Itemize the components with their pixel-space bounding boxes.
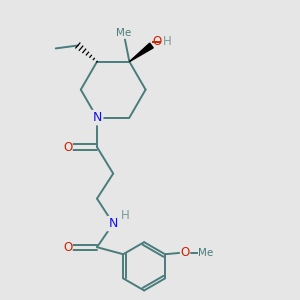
Text: O: O — [63, 241, 72, 254]
Polygon shape — [129, 43, 153, 62]
Text: N: N — [92, 111, 102, 124]
Text: Me: Me — [198, 248, 213, 258]
Text: H: H — [121, 209, 130, 222]
Text: Me: Me — [116, 28, 131, 38]
Text: O: O — [63, 141, 72, 154]
Text: N: N — [109, 217, 118, 230]
Text: H: H — [162, 35, 171, 48]
Text: O: O — [152, 35, 161, 48]
Text: N: N — [92, 111, 102, 124]
Text: O: O — [180, 246, 190, 259]
Text: N: N — [108, 217, 119, 230]
